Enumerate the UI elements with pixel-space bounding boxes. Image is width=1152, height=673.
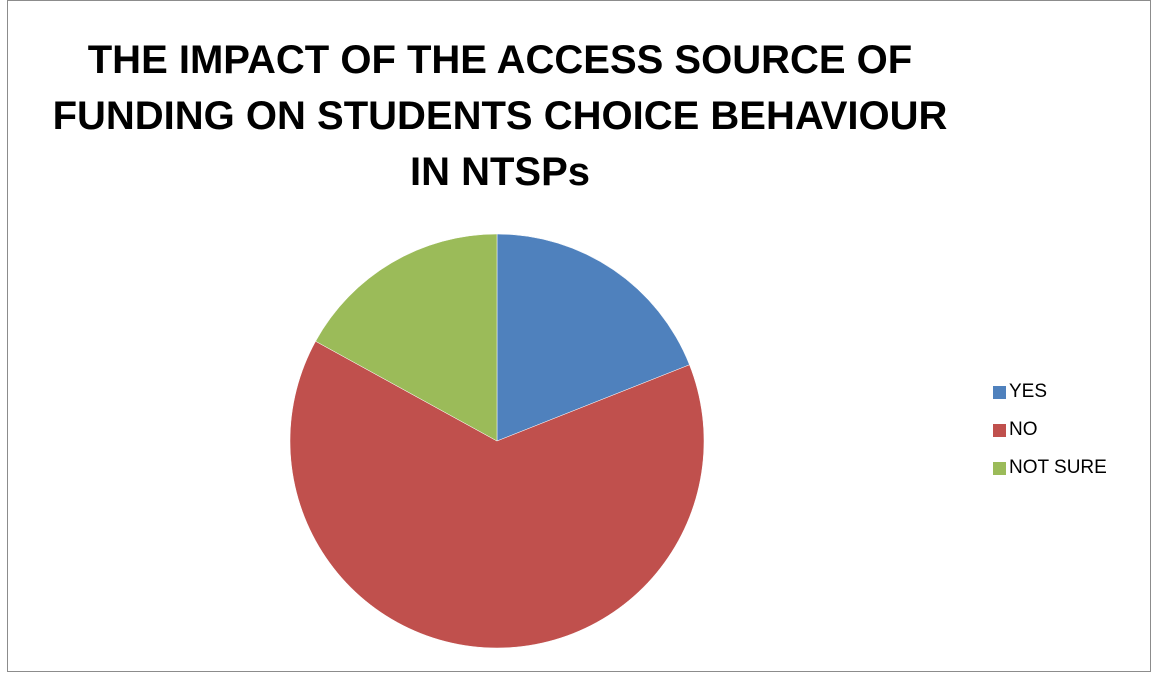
- legend-label-yes: YES: [1009, 381, 1048, 402]
- legend-item-yes: YES: [993, 380, 1107, 404]
- legend-swatch-no: [993, 423, 1006, 437]
- pie-slice-no: [289, 340, 705, 649]
- pie-slice-not-sure: [315, 233, 498, 442]
- chart-title-line-1: THE IMPACT OF THE ACCESS SOURCE OF: [87, 38, 913, 82]
- chart-title-line-3: IN NTSPs: [409, 150, 591, 194]
- pie-slice-yes: [496, 233, 690, 442]
- pie-slices: [289, 233, 705, 649]
- legend-swatch-not-sure: [993, 461, 1006, 475]
- legend-label-not-sure: NOT SURE: [1009, 457, 1107, 478]
- legend: YES NO NOT SURE: [993, 380, 1107, 494]
- legend-item-not-sure: NOT SURE: [993, 456, 1107, 480]
- legend-label-no: NO: [1009, 419, 1038, 440]
- chart-title-line-2: FUNDING ON STUDENTS CHOICE BEHAVIOUR: [52, 94, 948, 138]
- legend-item-no: NO: [993, 418, 1107, 442]
- chart-title: THE IMPACT OF THE ACCESS SOURCE OF FUNDI…: [0, 32, 1000, 200]
- legend-swatch-yes: [993, 385, 1006, 399]
